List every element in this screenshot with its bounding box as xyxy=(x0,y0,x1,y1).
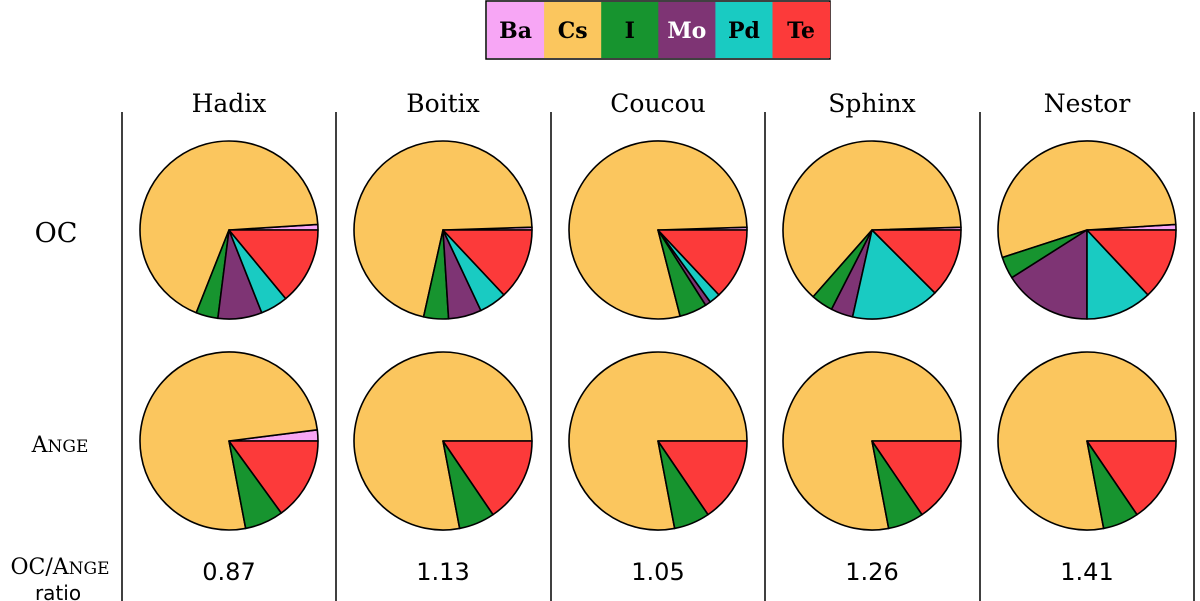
row-label-ange: ANGE xyxy=(31,433,89,458)
column-header: Hadix xyxy=(192,89,267,118)
ange-coucou-slice-te xyxy=(657,440,748,516)
pie-ange-coucou xyxy=(568,351,748,531)
row-label-oc: OC xyxy=(35,218,78,249)
oc-nestor-slice-pd xyxy=(1086,229,1149,320)
column-hadix: Hadix 0.87 xyxy=(139,89,319,586)
pie-oc-hadix xyxy=(139,140,319,320)
pie-ange-boitix xyxy=(353,351,533,531)
ange-nestor-slice-te xyxy=(1086,440,1177,516)
legend-label-cs: Cs xyxy=(558,18,588,44)
oc-nestor-slice-mo xyxy=(1011,229,1088,320)
oc-sphinx-slice-te xyxy=(871,229,962,294)
ange-boitix-slice-te xyxy=(442,440,533,516)
oc-nestor-slice-cs xyxy=(997,140,1177,259)
oc-sphinx-slice-cs xyxy=(782,140,962,298)
ange-sphinx-slice-te xyxy=(871,440,962,516)
ratio-value: 1.05 xyxy=(631,558,684,586)
column-header: Boitix xyxy=(406,89,480,118)
column-boitix: Boitix 1.13 xyxy=(353,89,533,586)
legend-label-i: I xyxy=(625,18,635,44)
oc-boitix-slice-cs xyxy=(353,140,533,318)
legend-label-pd: Pd xyxy=(728,18,760,44)
oc-hadix-slice-te xyxy=(228,229,319,300)
legend-label-ba: Ba xyxy=(499,18,532,44)
legend-label-te: Te xyxy=(787,18,815,44)
row-label-ratio: OC/ANGE xyxy=(10,555,109,580)
oc-coucou-slice-te xyxy=(657,229,748,296)
pie-oc-nestor xyxy=(997,140,1177,320)
oc-nestor-slice-te xyxy=(1086,229,1177,296)
legend-swatch-mo xyxy=(658,2,716,58)
column-header: Sphinx xyxy=(828,89,915,118)
pie-oc-sphinx xyxy=(782,140,962,320)
ratio-value: 1.41 xyxy=(1060,558,1113,586)
pie-oc-boitix xyxy=(353,140,533,320)
ratio-value: 1.26 xyxy=(845,558,898,586)
oc-boitix-slice-te xyxy=(442,229,533,296)
column-coucou: Coucou 1.05 xyxy=(568,89,748,586)
pie-oc-coucou xyxy=(568,140,748,320)
row-label-ratio-word: ratio xyxy=(35,581,81,601)
legend-swatch-cs xyxy=(544,2,602,58)
column-header: Nestor xyxy=(1044,89,1131,118)
oc-hadix-slice-cs xyxy=(139,140,319,314)
column-sphinx: Sphinx 1.26 xyxy=(782,89,962,586)
legend-swatch-i xyxy=(601,2,659,58)
pie-ange-nestor xyxy=(997,351,1177,531)
column-header: Coucou xyxy=(610,89,705,118)
legend-swatch-ba xyxy=(487,2,545,58)
ange-hadix-slice-te xyxy=(228,440,319,514)
legend-swatch-te xyxy=(772,2,831,58)
legend-label-mo: Mo xyxy=(667,18,706,44)
column-nestor: Nestor 1.41 xyxy=(997,89,1177,586)
legend-swatch-pd xyxy=(715,2,773,58)
ratio-value: 0.87 xyxy=(202,558,255,586)
legend: Ba Cs I Mo Pd Te xyxy=(485,0,831,60)
oc-sphinx-slice-pd xyxy=(851,229,936,320)
pie-ange-hadix xyxy=(139,351,319,531)
pie-ange-sphinx xyxy=(782,351,962,531)
column-separators xyxy=(121,112,1195,601)
ratio-value: 1.13 xyxy=(416,558,469,586)
